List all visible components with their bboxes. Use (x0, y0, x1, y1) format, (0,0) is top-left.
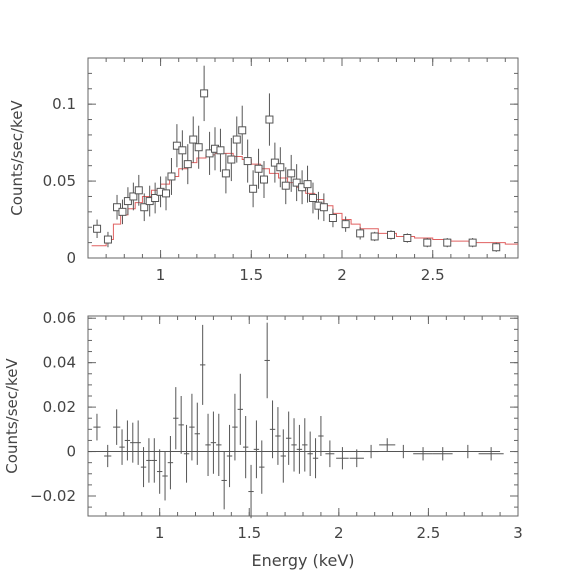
model-curve (91, 152, 518, 247)
data-point (276, 163, 285, 172)
bottom-y-axis-label: Counts/sec/keV (3, 358, 21, 474)
y-tick-label: 0.04 (43, 354, 76, 372)
y-tick-label: 0.02 (43, 398, 76, 416)
data-point (281, 181, 290, 190)
data-point (151, 194, 160, 202)
data-point (232, 135, 241, 144)
data-point (303, 180, 312, 189)
data-point (172, 141, 181, 150)
data-point (200, 89, 209, 98)
top-y-axis-label: Counts/sec/keV (8, 100, 26, 216)
data-point (167, 172, 176, 181)
x-tick-label: 2.5 (416, 524, 440, 542)
data-point (178, 146, 187, 155)
data-point (403, 234, 412, 242)
x-tick-label: 1.5 (237, 524, 261, 542)
y-tick-label: −0.02 (30, 487, 76, 505)
data-point (341, 220, 350, 229)
data-point (370, 232, 379, 241)
data-point (123, 197, 132, 206)
data-point (93, 224, 102, 233)
x-tick-label: 3 (513, 524, 523, 542)
model-step-line (91, 152, 518, 247)
data-point (134, 186, 143, 195)
x-tick-label: 1.5 (239, 266, 263, 284)
data-point (205, 149, 214, 158)
data-point (129, 192, 138, 201)
residual-points (93, 322, 504, 519)
data-point (189, 135, 198, 144)
top-x-ticks: 1 1.5 2 2.5 (87, 58, 506, 284)
data-point (194, 143, 203, 152)
data-point (328, 214, 337, 222)
data-point (243, 157, 252, 166)
x-tick-label: 1 (156, 266, 166, 284)
bottom-y-ticks: −0.02 0 0.02 0.04 0.06 (30, 309, 518, 508)
x-tick-label: 2 (337, 266, 347, 284)
data-point (265, 115, 274, 124)
data-point (319, 203, 328, 212)
bottom-panel: 1 1.5 2 2.5 3 −0.02 0 0.02 0.04 0.06 Counts/sec/… (3, 309, 523, 570)
x-axis-label: Energy (keV) (251, 551, 354, 570)
data-point (103, 235, 112, 244)
data-point (216, 146, 225, 155)
data-point (113, 203, 122, 212)
y-tick-label: 0 (66, 443, 76, 461)
data-point (287, 169, 296, 178)
bottom-x-ticks: 1 1.5 2 2.5 3 (87, 316, 523, 542)
data-point (468, 238, 477, 247)
y-tick-label: 0 (66, 249, 76, 267)
data-point (221, 169, 230, 178)
data-point (270, 158, 279, 167)
bottom-plot-frame (87, 315, 519, 517)
data-point (118, 207, 127, 216)
x-tick-label: 1 (155, 524, 165, 542)
top-panel: 1 1.5 2 2.5 0 0.05 0.1 Counts/sec/keV (8, 57, 519, 284)
data-point (423, 238, 432, 247)
data-point (183, 160, 192, 169)
data-point (292, 178, 301, 187)
data-point (227, 155, 236, 164)
data-point (386, 230, 395, 239)
data-point (162, 189, 171, 198)
data-point (308, 194, 317, 202)
y-tick-label: 0.1 (52, 95, 76, 113)
top-y-ticks: 0 0.05 0.1 (43, 57, 518, 267)
data-point (254, 164, 263, 173)
data-point (259, 175, 268, 184)
data-points (93, 65, 501, 252)
data-point (249, 184, 258, 193)
y-tick-label: 0.06 (43, 309, 76, 327)
y-tick-label: 0.05 (43, 172, 76, 190)
data-point (238, 126, 247, 135)
top-plot-frame (87, 57, 519, 259)
x-tick-label: 2.5 (421, 266, 445, 284)
data-point (443, 238, 452, 247)
data-point (492, 243, 501, 252)
data-point (356, 229, 365, 238)
x-tick-label: 2 (334, 524, 344, 542)
data-point (140, 203, 149, 212)
